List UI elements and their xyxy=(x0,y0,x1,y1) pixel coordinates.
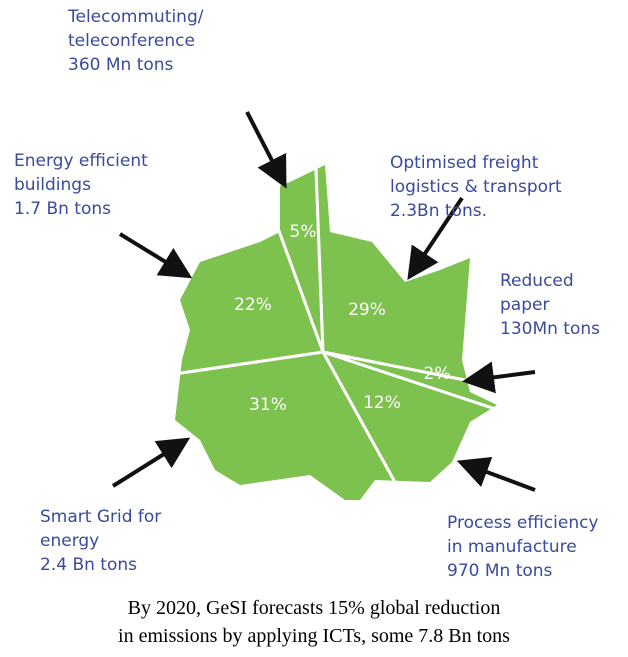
caption: By 2020, GeSI forecasts 15% global reduc… xyxy=(128,597,501,619)
caption: in emissions by applying ICTs, some 7.8 … xyxy=(118,625,510,647)
value-label: 5% xyxy=(290,222,317,242)
amount-label: 130Mn tons xyxy=(500,319,600,339)
category-label: Optimised freight xyxy=(390,153,539,173)
arrow xyxy=(118,232,193,279)
arrows xyxy=(111,111,536,492)
category-label: logistics & transport xyxy=(390,177,562,197)
arrow xyxy=(462,361,536,394)
value-label: 12% xyxy=(363,393,401,413)
amount-label: 970 Mn tons xyxy=(447,561,553,581)
arrow xyxy=(407,196,464,280)
amount-label: 360 Mn tons xyxy=(68,55,174,75)
arrow xyxy=(245,111,287,189)
category-label: in manufacture xyxy=(447,537,577,557)
amount-label: 2.4 Bn tons xyxy=(40,555,137,575)
pie-slice xyxy=(319,349,497,500)
value-label: 29% xyxy=(348,300,386,320)
pie-slice xyxy=(311,165,497,405)
arrow xyxy=(456,457,536,492)
value-label: 22% xyxy=(234,295,272,315)
category-label: teleconference xyxy=(68,31,195,51)
value-label: 2% xyxy=(424,364,451,384)
category-label: buildings xyxy=(14,175,91,195)
pie-slice xyxy=(175,350,451,500)
category-label: Smart Grid for xyxy=(40,507,161,527)
arrow xyxy=(111,437,191,488)
amount-label: 1.7 Bn tons xyxy=(14,199,111,219)
value-label: 31% xyxy=(249,395,287,415)
category-label: energy xyxy=(40,531,99,551)
category-label: Telecommuting/ xyxy=(67,7,204,27)
category-label: Energy efficient xyxy=(14,151,148,171)
amount-label: 2.3Bn tons. xyxy=(390,201,487,221)
category-label: Process efficiency xyxy=(447,513,599,533)
category-label: Reduced xyxy=(500,271,574,291)
category-label: paper xyxy=(500,295,549,315)
